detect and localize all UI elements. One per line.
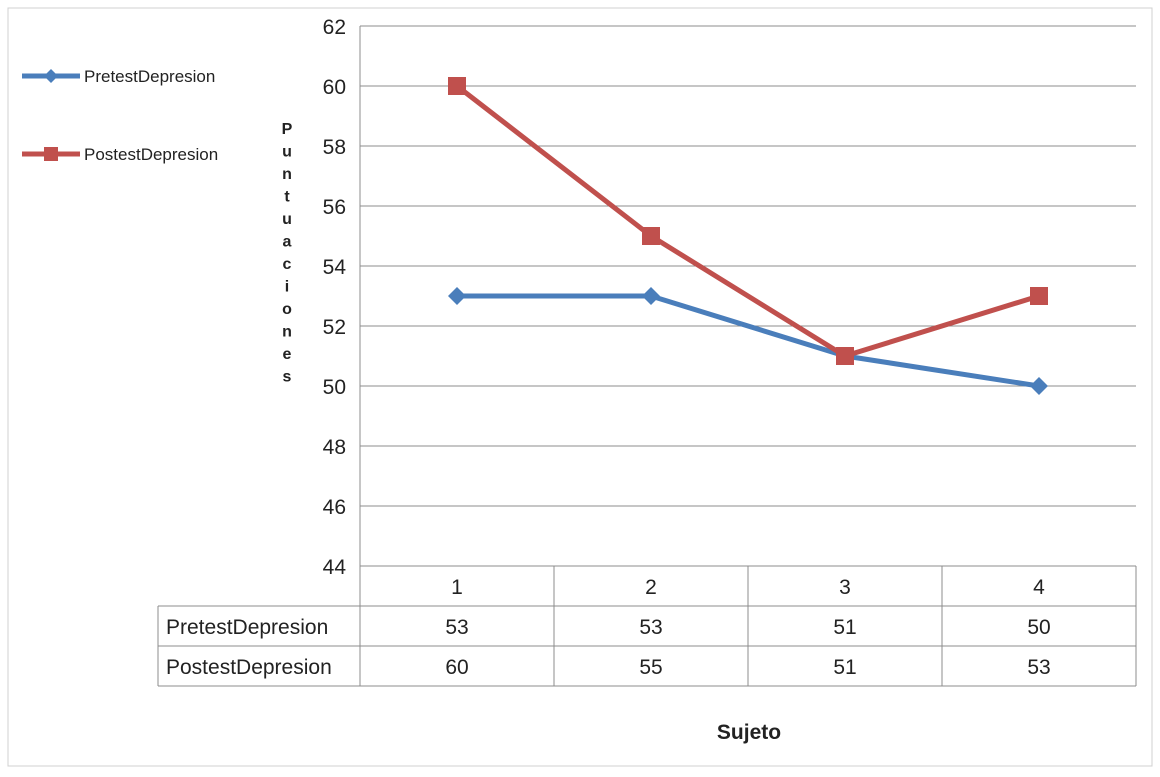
- table-cell: 51: [833, 656, 856, 679]
- data-table: 1 2 3 4 PretestDepresion 53 53 51 50 PostestDepre…: [157, 566, 1137, 687]
- chart-border: [7, 7, 1153, 767]
- legend-label: PostestDepresion: [84, 145, 218, 164]
- legend: PretestDepresion PostestDepresion: [22, 67, 218, 164]
- data-point-square: [448, 77, 466, 95]
- y-tick-label: 54: [323, 256, 347, 279]
- table-row-header: PretestDepresion: [166, 616, 328, 639]
- table-cell: 50: [1027, 616, 1050, 639]
- y-axis-title-letter: e: [283, 346, 292, 363]
- x-axis-title: Sujeto: [717, 721, 781, 744]
- y-tick-label: 46: [323, 496, 346, 519]
- y-axis-title-letter: u: [282, 144, 292, 161]
- y-axis-title-letter: P: [282, 121, 293, 138]
- gridlines: [7, 7, 1153, 767]
- x-tick-label: 1: [451, 576, 463, 599]
- x-tick-label: 3: [839, 576, 851, 599]
- x-tick-label: 4: [1033, 576, 1045, 599]
- series-lines: [448, 77, 1048, 395]
- legend-marker-square: [44, 147, 58, 161]
- y-tick-label: 58: [323, 136, 346, 159]
- table-row-header: PostestDepresion: [166, 656, 332, 679]
- data-point-diamond: [642, 287, 660, 305]
- y-tick-label: 48: [323, 436, 346, 459]
- y-axis-title-letter: u: [282, 211, 292, 228]
- table-cell: 51: [833, 616, 856, 639]
- legend-marker-diamond: [44, 69, 58, 83]
- y-axis-title-letter: i: [285, 279, 289, 296]
- data-point-diamond: [1030, 377, 1048, 395]
- x-tick-label: 2: [645, 576, 657, 599]
- table-cell: 53: [639, 616, 662, 639]
- axes: 44 46 48 50 52 54 56 58 60 62: [323, 16, 361, 579]
- series-line: [455, 84, 1040, 359]
- y-axis-title-letter: a: [283, 234, 292, 251]
- y-axis-title-letter: n: [282, 166, 292, 183]
- data-point-square: [836, 347, 854, 365]
- data-point-square: [642, 227, 660, 245]
- y-tick-label: 52: [323, 316, 346, 339]
- y-axis-title-letter: o: [282, 301, 292, 318]
- data-point-diamond: [448, 287, 466, 305]
- y-tick-label: 62: [323, 16, 346, 39]
- y-tick-label: 44: [323, 556, 347, 579]
- legend-label: PretestDepresion: [84, 67, 215, 86]
- table-cell: 53: [445, 616, 468, 639]
- y-axis-title-letter: s: [283, 369, 292, 386]
- table-cell: 53: [1027, 656, 1050, 679]
- y-tick-label: 56: [323, 196, 346, 219]
- series-line: [457, 293, 1040, 389]
- y-axis-title-letter: n: [282, 324, 292, 341]
- y-axis-title-letter: c: [283, 256, 292, 273]
- y-axis-title-letter: t: [284, 189, 290, 206]
- table-cell: 55: [639, 656, 662, 679]
- table-cell: 60: [445, 656, 468, 679]
- y-tick-label: 60: [323, 76, 346, 99]
- data-point-square: [1030, 287, 1048, 305]
- y-tick-label: 50: [323, 376, 346, 399]
